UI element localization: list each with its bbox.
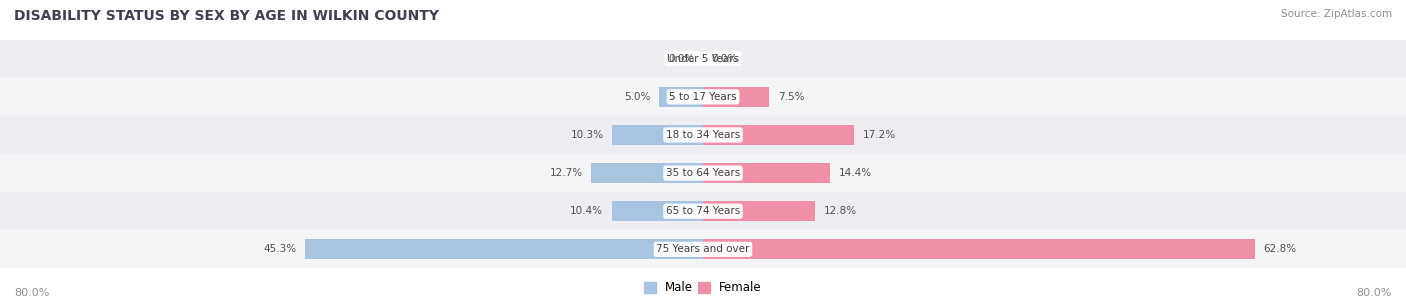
Text: 18 to 34 Years: 18 to 34 Years xyxy=(666,130,740,140)
Text: 0.0%: 0.0% xyxy=(668,54,695,64)
Text: DISABILITY STATUS BY SEX BY AGE IN WILKIN COUNTY: DISABILITY STATUS BY SEX BY AGE IN WILKI… xyxy=(14,9,439,23)
Bar xyxy=(592,163,703,183)
Bar xyxy=(703,201,815,221)
Text: 80.0%: 80.0% xyxy=(1357,288,1392,298)
Bar xyxy=(0,154,1406,192)
Text: 62.8%: 62.8% xyxy=(1264,244,1296,254)
Bar xyxy=(613,125,703,145)
Text: 65 to 74 Years: 65 to 74 Years xyxy=(666,206,740,216)
Text: 5 to 17 Years: 5 to 17 Years xyxy=(669,92,737,102)
Text: 10.3%: 10.3% xyxy=(571,130,603,140)
Text: 17.2%: 17.2% xyxy=(863,130,896,140)
Bar xyxy=(703,87,769,107)
Text: 12.7%: 12.7% xyxy=(550,168,582,178)
Text: 45.3%: 45.3% xyxy=(263,244,297,254)
Text: 80.0%: 80.0% xyxy=(14,288,49,298)
Bar xyxy=(0,40,1406,78)
Text: 7.5%: 7.5% xyxy=(778,92,804,102)
Text: Under 5 Years: Under 5 Years xyxy=(666,54,740,64)
Bar xyxy=(305,239,703,259)
Legend: Male, Female: Male, Female xyxy=(640,277,766,299)
Text: Source: ZipAtlas.com: Source: ZipAtlas.com xyxy=(1281,9,1392,19)
Bar xyxy=(0,230,1406,268)
Bar xyxy=(703,239,1256,259)
Bar xyxy=(0,116,1406,154)
Text: 75 Years and over: 75 Years and over xyxy=(657,244,749,254)
Text: 35 to 64 Years: 35 to 64 Years xyxy=(666,168,740,178)
Bar xyxy=(0,78,1406,116)
Text: 5.0%: 5.0% xyxy=(624,92,650,102)
Bar xyxy=(0,192,1406,230)
Bar xyxy=(612,201,703,221)
Text: 10.4%: 10.4% xyxy=(569,206,603,216)
Text: 14.4%: 14.4% xyxy=(838,168,872,178)
Text: 0.0%: 0.0% xyxy=(711,54,738,64)
Bar xyxy=(659,87,703,107)
Bar xyxy=(703,125,855,145)
Bar xyxy=(703,163,830,183)
Text: 12.8%: 12.8% xyxy=(824,206,858,216)
